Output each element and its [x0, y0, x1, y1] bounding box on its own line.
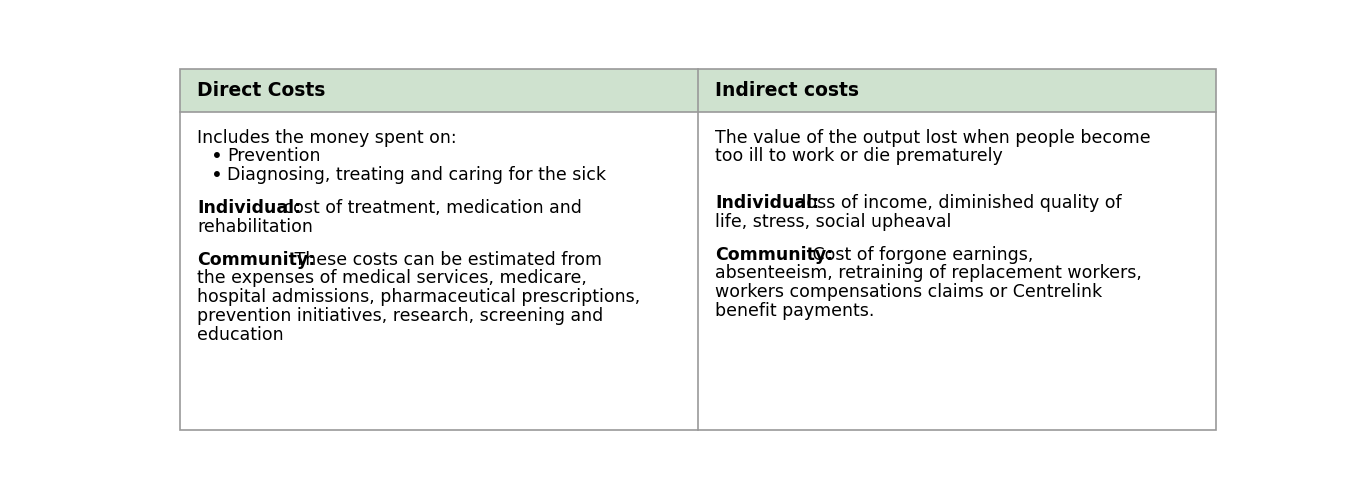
Text: Diagnosing, treating and caring for the sick: Diagnosing, treating and caring for the …: [227, 166, 606, 184]
Bar: [180, 112, 1216, 430]
Text: life, stress, social upheaval: life, stress, social upheaval: [715, 213, 952, 231]
Text: education: education: [197, 326, 285, 344]
Text: •: •: [211, 147, 223, 166]
Text: too ill to work or die prematurely: too ill to work or die prematurely: [715, 147, 1002, 165]
Text: Prevention: Prevention: [227, 147, 320, 165]
Text: •: •: [211, 166, 223, 185]
Text: These costs can be estimated from: These costs can be estimated from: [289, 250, 602, 269]
Text: rehabilitation: rehabilitation: [197, 218, 313, 236]
Text: Direct Costs: Direct Costs: [197, 81, 326, 100]
Text: Includes the money spent on:: Includes the money spent on:: [197, 128, 458, 147]
Text: cost of treatment, medication and: cost of treatment, medication and: [278, 199, 582, 217]
Text: absenteeism, retraining of replacement workers,: absenteeism, retraining of replacement w…: [715, 264, 1141, 283]
Bar: [697, 69, 1216, 112]
Text: benefit payments.: benefit payments.: [715, 302, 874, 320]
Text: Individual:: Individual:: [715, 194, 820, 212]
Text: the expenses of medical services, medicare,: the expenses of medical services, medica…: [197, 270, 587, 288]
Text: hospital admissions, pharmaceutical prescriptions,: hospital admissions, pharmaceutical pres…: [197, 288, 640, 306]
Text: The value of the output lost when people become: The value of the output lost when people…: [715, 128, 1151, 147]
Text: Community:: Community:: [197, 250, 316, 269]
Text: Cost of forgone earnings,: Cost of forgone earnings,: [806, 246, 1034, 264]
Text: Indirect costs: Indirect costs: [715, 81, 859, 100]
Text: Community:: Community:: [715, 246, 834, 264]
Text: workers compensations claims or Centrelink: workers compensations claims or Centreli…: [715, 284, 1102, 301]
Text: Individual:: Individual:: [197, 199, 301, 217]
Bar: [180, 69, 697, 112]
Text: prevention initiatives, research, screening and: prevention initiatives, research, screen…: [197, 307, 603, 325]
Text: loss of income, diminished quality of: loss of income, diminished quality of: [795, 194, 1121, 212]
